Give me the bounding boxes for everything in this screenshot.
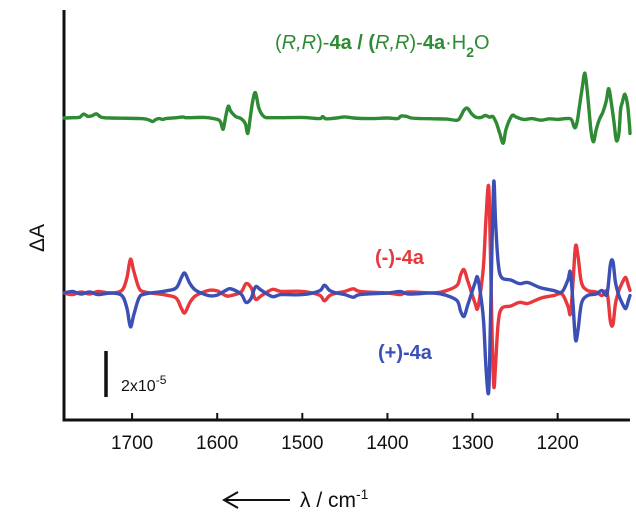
x-axis-ticks: 1700 1600 1500 1400 1300 1200 [111,413,579,454]
series-label-red-part-1: 4a [402,247,425,269]
scale-bar-label: 2x10-5 [121,373,167,395]
scale-bar-base: 2x10 [121,378,156,395]
series-label-red: (-)-4a [375,247,425,269]
blue-trace-plus-4a [62,179,632,396]
series-layer [62,71,632,396]
series-label-blue: (+)-4a [378,342,433,364]
series-labels: (R,R)-4a / (R,R)-4a·H2O(-)-4a(+)-4a [275,32,490,364]
x-tick-label-1700: 1700 [111,433,153,454]
x-tick-label-1300: 1300 [451,433,493,454]
series-label-green-part-7: 4a [423,32,446,54]
series-label-green-part-10: O [474,32,490,54]
series-label-green: (R,R)-4a / (R,R)-4a·H2O [275,32,490,60]
x-axis-title-sup: -1 [356,486,369,502]
x-tick-label-1400: 1400 [366,433,408,454]
x-tick-label-1200: 1200 [537,433,579,454]
green-trace-rr-4a [62,71,632,145]
plot-axes [62,10,630,422]
series-label-green-part-5: R,R [375,32,409,54]
series-label-green-part-6: )- [410,32,423,54]
series-label-blue-part-1: 4a [410,342,433,364]
series-label-green-part-0: ( [275,32,282,54]
series-label-green-part-2: )- [316,32,329,54]
x-tick-label-1600: 1600 [196,433,238,454]
axis-titles: ΔA λ / cm-1 [26,224,369,512]
scale-bar-exponent: -5 [156,373,167,387]
x-axis-title-main: λ / cm [300,489,356,512]
series-label-green-part-1: R,R [282,32,316,54]
scale-bar: 2x10-5 [104,351,167,397]
x-tick-label-1500: 1500 [281,433,323,454]
series-label-green-part-4: / ( [352,32,376,54]
x-axis-title: λ / cm-1 [300,486,369,512]
y-axis-title: ΔA [26,224,49,252]
x-axis-arrow-head [221,491,239,509]
series-label-red-part-0: (-)- [375,247,402,269]
red-trace-minus-4a [62,183,632,390]
series-label-blue-part-0: (+)- [378,342,410,364]
series-label-green-part-9: 2 [466,44,474,60]
series-label-green-part-3: 4a [329,32,352,54]
series-label-green-part-8: ·H [445,32,466,54]
